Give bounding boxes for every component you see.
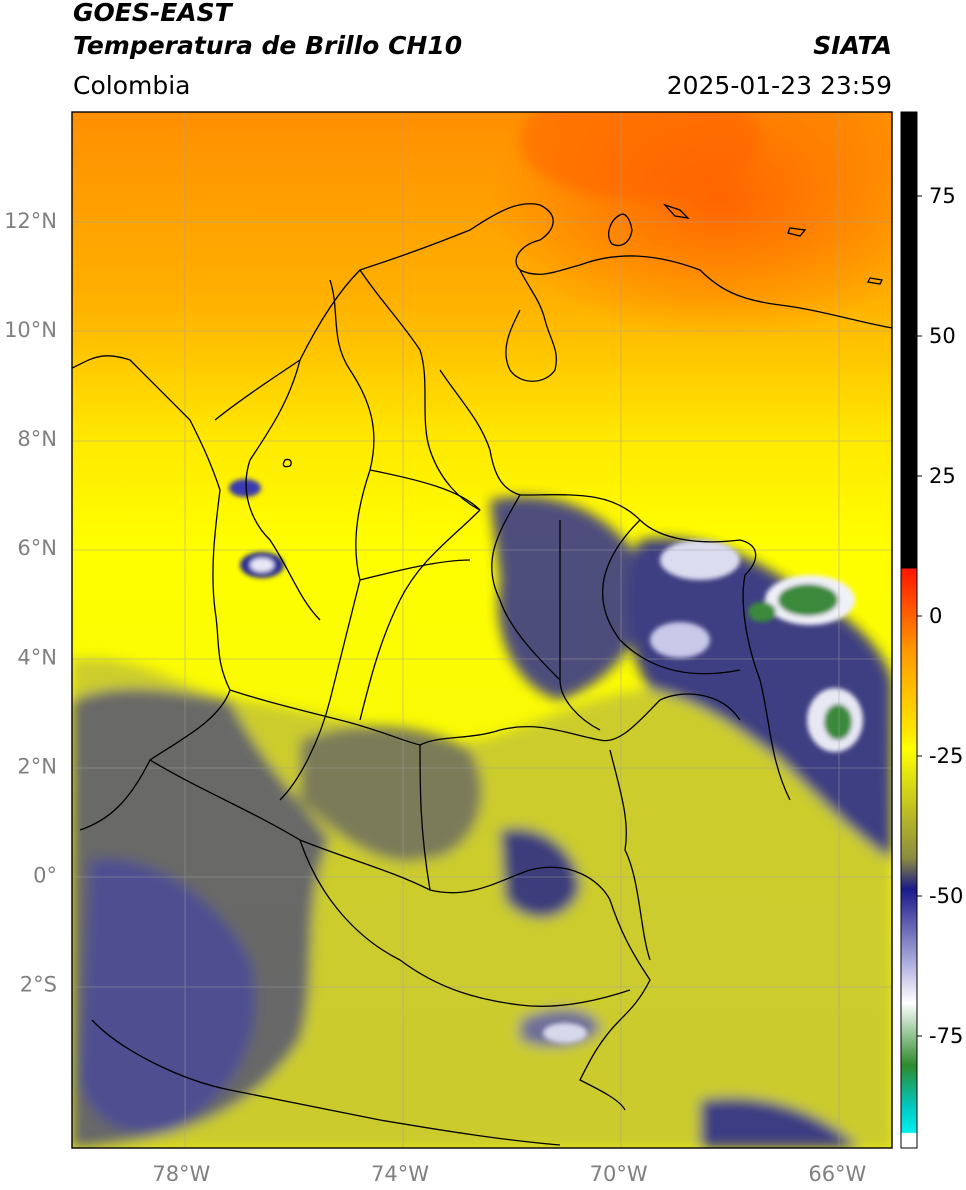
- latitude-label: 6°N: [17, 536, 57, 560]
- lat-lon-grid: [72, 112, 892, 1148]
- longitude-label: 78°W: [152, 1162, 210, 1186]
- latitude-label: 2°N: [17, 754, 57, 778]
- satellite-image: [72, 112, 892, 1148]
- colorbar-tick-label: 75: [929, 184, 956, 208]
- latitude-label: 2°S: [20, 972, 57, 996]
- product-title: Temperatura de Brillo CH10: [73, 31, 463, 60]
- colorbar: [900, 111, 918, 1149]
- latitude-label: 12°N: [4, 209, 57, 233]
- colorbar-tick-label: -25: [929, 744, 963, 768]
- country-borders: [72, 203, 892, 1146]
- colorbar-tick-label: 0: [929, 604, 942, 628]
- longitude-label: 66°W: [808, 1162, 866, 1186]
- colorbar-tick-label: -50: [929, 884, 963, 908]
- longitude-label: 70°W: [590, 1162, 648, 1186]
- latitude-label: 4°N: [17, 645, 57, 669]
- longitude-labels: 78°W 74°W 70°W 66°W: [152, 1162, 866, 1186]
- colorbar-tick-label: 25: [929, 464, 956, 488]
- colorbar-tick-label: 50: [929, 324, 956, 348]
- source-label: SIATA: [813, 31, 892, 60]
- latitude-label: 8°N: [17, 427, 57, 451]
- datetime-label: 2025-01-23 23:59: [666, 71, 892, 100]
- latitude-label: 0°: [33, 863, 57, 887]
- longitude-label: 74°W: [371, 1162, 429, 1186]
- latitude-label: 10°N: [4, 318, 57, 342]
- colorbar-tick-label: -75: [929, 1024, 963, 1048]
- map-frame: [71, 111, 893, 1149]
- satellite-title: GOES-EAST: [73, 0, 232, 27]
- colorbar-ticks: 75 50 25 0 -25 -50 -75: [917, 184, 963, 1048]
- latitude-labels: 12°N 10°N 8°N 6°N 4°N 2°N 0° 2°S: [4, 209, 57, 996]
- region-label: Colombia: [73, 71, 191, 100]
